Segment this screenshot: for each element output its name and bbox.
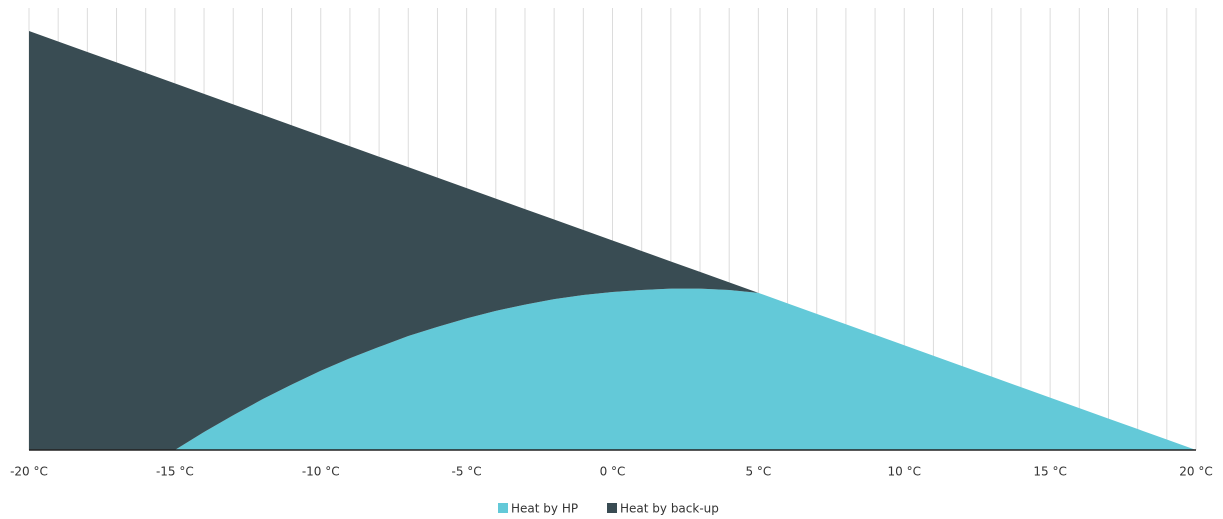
x-tick-label: -10 °C xyxy=(302,465,340,479)
legend-swatch xyxy=(498,503,508,513)
x-tick-label: 15 °C xyxy=(1033,465,1066,479)
legend-swatch xyxy=(607,503,617,513)
x-tick-label: 0 °C xyxy=(600,465,626,479)
x-tick-label: 20 °C xyxy=(1179,465,1212,479)
x-tick-label: 5 °C xyxy=(745,465,771,479)
x-tick-label: -20 °C xyxy=(10,465,48,479)
x-tick-label: -15 °C xyxy=(156,465,194,479)
x-tick-label: 10 °C xyxy=(888,465,921,479)
x-tick-label: -5 °C xyxy=(452,465,482,479)
legend-label: Heat by HP xyxy=(511,502,578,516)
area xyxy=(29,288,1196,450)
legend-label: Heat by back-up xyxy=(620,502,719,516)
area xyxy=(29,31,1196,450)
